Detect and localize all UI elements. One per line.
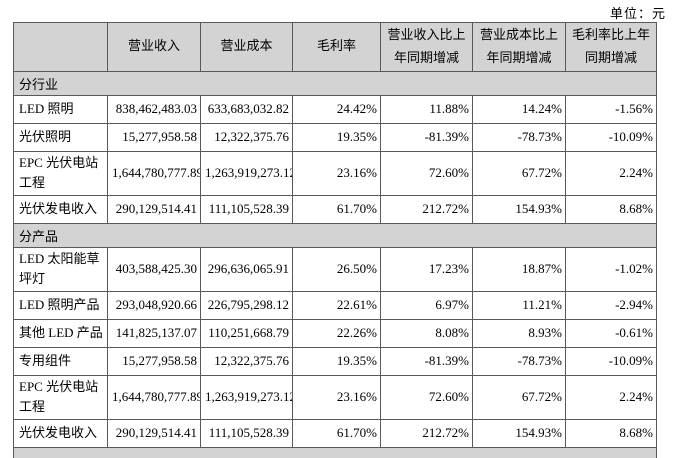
revenue-cell: 1,644,780,777.89: [107, 374, 201, 420]
revenue-yoy-cell: 212.72%: [380, 418, 473, 448]
cost-yoy-cell: 67.72%: [472, 150, 566, 196]
col-header-cost-yoy: 营业成本比上年同期增减: [472, 22, 566, 72]
margin-yoy-cell: 8.68%: [565, 418, 657, 448]
margin-cell: 61.70%: [292, 194, 381, 224]
cost-cell: 1,263,919,273.12: [200, 374, 293, 420]
col-header-cost: 营业成本: [200, 22, 293, 72]
margin-yoy-cell: 8.68%: [565, 194, 657, 224]
revenue-yoy-cell: 72.60%: [380, 374, 473, 420]
revenue-yoy-cell: 6.97%: [380, 290, 473, 320]
margin-yoy-cell: -1.02%: [565, 246, 657, 292]
row-label-cell: EPC 光伏电站工程: [13, 150, 108, 196]
margin-yoy-cell: -2.94%: [565, 290, 657, 320]
cost-cell: 633,683,032.82: [200, 94, 293, 124]
cost-cell: 296,636,065.91: [200, 246, 293, 292]
col-header-margin: 毛利率: [292, 22, 381, 72]
margin-cell: 23.16%: [292, 150, 381, 196]
revenue-yoy-cell: 11.88%: [380, 94, 473, 124]
cost-yoy-cell: 67.72%: [472, 374, 566, 420]
col-header-revenue-yoy: 营业收入比上年同期增减: [380, 22, 473, 72]
margin-cell: 22.61%: [292, 290, 381, 320]
revenue-yoy-cell: 212.72%: [380, 194, 473, 224]
table-row: EPC 光伏电站工程 1,644,780,777.89 1,263,919,27…: [13, 374, 657, 420]
table-row: 光伏发电收入 290,129,514.41 111,105,528.39 61.…: [13, 194, 657, 224]
col-header-revenue: 营业收入: [107, 22, 201, 72]
margin-cell: 19.35%: [292, 346, 381, 376]
revenue-yoy-cell: 8.08%: [380, 318, 473, 348]
row-label-cell: LED 太阳能草坪灯: [13, 246, 108, 292]
table-row: LED 太阳能草坪灯 403,588,425.30 296,636,065.91…: [13, 246, 657, 292]
cost-yoy-cell: 18.87%: [472, 246, 566, 292]
table-row: 光伏发电收入 290,129,514.41 111,105,528.39 61.…: [13, 418, 657, 448]
margin-cell: 23.16%: [292, 374, 381, 420]
row-label-cell: 光伏照明: [13, 122, 108, 152]
revenue-cell: 838,462,483.03: [107, 94, 201, 124]
cost-cell: 110,251,668.79: [200, 318, 293, 348]
cost-cell: 111,105,528.39: [200, 418, 293, 448]
row-label-cell: 光伏发电收入: [13, 418, 108, 448]
cost-yoy-cell: 154.93%: [472, 418, 566, 448]
revenue-yoy-cell: -81.39%: [380, 122, 473, 152]
margin-cell: 19.35%: [292, 122, 381, 152]
revenue-cell: 290,129,514.41: [107, 194, 201, 224]
margin-yoy-cell: 2.24%: [565, 150, 657, 196]
cost-cell: 226,795,298.12: [200, 290, 293, 320]
revenue-cell: 290,129,514.41: [107, 418, 201, 448]
margin-cell: 24.42%: [292, 94, 381, 124]
row-label-cell: EPC 光伏电站工程: [13, 374, 108, 420]
cost-yoy-cell: -78.73%: [472, 122, 566, 152]
cost-cell: 12,322,375.76: [200, 122, 293, 152]
margin-cell: 26.50%: [292, 246, 381, 292]
cost-yoy-cell: 11.21%: [472, 290, 566, 320]
margin-yoy-cell: 2.24%: [565, 374, 657, 420]
segment-revenue-table: 营业收入 营业成本 毛利率 营业收入比上年同期增减 营业成本比上年同期增减 毛利…: [13, 22, 657, 458]
row-label-cell: 其他 LED 产品: [13, 318, 108, 348]
revenue-cell: 15,277,958.58: [107, 122, 201, 152]
revenue-yoy-cell: 17.23%: [380, 246, 473, 292]
row-label-cell: LED 照明: [13, 94, 108, 124]
row-label-cell: 光伏发电收入: [13, 194, 108, 224]
table-header-row: 营业收入 营业成本 毛利率 营业收入比上年同期增减 营业成本比上年同期增减 毛利…: [13, 22, 657, 72]
revenue-cell: 141,825,137.07: [107, 318, 201, 348]
revenue-yoy-cell: 72.60%: [380, 150, 473, 196]
revenue-cell: 403,588,425.30: [107, 246, 201, 292]
table-row: LED 照明产品 293,048,920.66 226,795,298.12 2…: [13, 290, 657, 320]
section-title: 分产品: [13, 222, 657, 248]
revenue-cell: 15,277,958.58: [107, 346, 201, 376]
cost-yoy-cell: 8.93%: [472, 318, 566, 348]
margin-cell: 22.26%: [292, 318, 381, 348]
revenue-yoy-cell: -81.39%: [380, 346, 473, 376]
section-header-product: 分产品: [13, 222, 657, 248]
table-row: 专用组件 15,277,958.58 12,322,375.76 19.35% …: [13, 346, 657, 376]
col-header-blank: [13, 22, 108, 72]
table-row: 其他 LED 产品 141,825,137.07 110,251,668.79 …: [13, 318, 657, 348]
cost-yoy-cell: 154.93%: [472, 194, 566, 224]
table-row: EPC 光伏电站工程 1,644,780,777.89 1,263,919,27…: [13, 150, 657, 196]
section-title: 分行业: [13, 70, 657, 96]
cost-cell: 111,105,528.39: [200, 194, 293, 224]
margin-yoy-cell: -1.56%: [565, 94, 657, 124]
cost-yoy-cell: -78.73%: [472, 346, 566, 376]
cost-cell: 1,263,919,273.12: [200, 150, 293, 196]
table-row: 光伏照明 15,277,958.58 12,322,375.76 19.35% …: [13, 122, 657, 152]
margin-yoy-cell: -10.09%: [565, 122, 657, 152]
cost-yoy-cell: 14.24%: [472, 94, 566, 124]
row-label-cell: LED 照明产品: [13, 290, 108, 320]
margin-yoy-cell: -0.61%: [565, 318, 657, 348]
margin-cell: 61.70%: [292, 418, 381, 448]
margin-yoy-cell: -10.09%: [565, 346, 657, 376]
table-row: LED 照明 838,462,483.03 633,683,032.82 24.…: [13, 94, 657, 124]
truncated-gray-band: [13, 446, 657, 458]
revenue-cell: 1,644,780,777.89: [107, 150, 201, 196]
section-header-truncated: [13, 446, 657, 458]
revenue-cell: 293,048,920.66: [107, 290, 201, 320]
unit-label: 单位：元: [609, 6, 666, 21]
col-header-margin-yoy: 毛利率比上年同期增减: [565, 22, 657, 72]
cost-cell: 12,322,375.76: [200, 346, 293, 376]
row-label-cell: 专用组件: [13, 346, 108, 376]
section-header-industry: 分行业: [13, 70, 657, 96]
